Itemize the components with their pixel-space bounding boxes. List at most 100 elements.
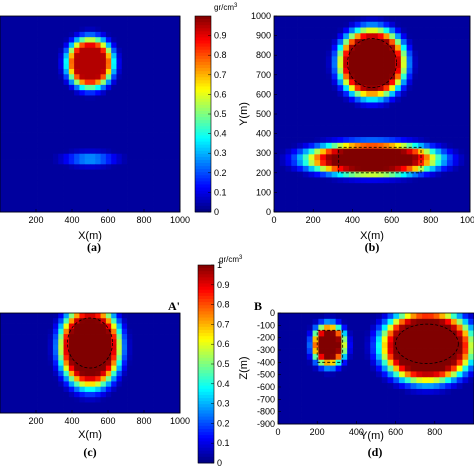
heatmap-cell bbox=[21, 407, 27, 414]
heatmap-cell bbox=[283, 330, 290, 337]
heatmap-cell bbox=[52, 132, 59, 139]
heatmap-cell bbox=[387, 400, 394, 407]
heatmap-cell bbox=[42, 370, 49, 377]
heatmap-cell bbox=[318, 348, 325, 355]
heatmap-cell bbox=[302, 62, 309, 69]
y-tick-label: 900 bbox=[256, 31, 271, 41]
heatmap-cell bbox=[399, 336, 406, 343]
heatmap-cell bbox=[318, 371, 325, 378]
heatmap-cell bbox=[174, 169, 181, 176]
heatmap-cell bbox=[58, 339, 64, 345]
heatmap-cell bbox=[0, 74, 6, 80]
heatmap-cell bbox=[289, 318, 296, 326]
heatmap-cell bbox=[142, 180, 149, 186]
heatmap-cell bbox=[137, 100, 144, 107]
heatmap-cell bbox=[412, 148, 419, 155]
heatmap-cell bbox=[169, 360, 176, 367]
heatmap-cell bbox=[169, 386, 176, 393]
heatmap-cell bbox=[10, 201, 17, 208]
heatmap-cell bbox=[31, 16, 38, 22]
heatmap-cell bbox=[164, 334, 170, 340]
heatmap-cell bbox=[354, 21, 361, 28]
heatmap-cell bbox=[423, 56, 431, 63]
heatmap-cell bbox=[105, 116, 112, 123]
heatmap-cell bbox=[68, 313, 75, 319]
heatmap-cell bbox=[274, 90, 281, 98]
heatmap-cell bbox=[0, 53, 6, 59]
heatmap-cell bbox=[26, 74, 33, 80]
heatmap-cell bbox=[137, 127, 144, 133]
heatmap-cell bbox=[100, 344, 107, 351]
heatmap-cell bbox=[31, 355, 38, 361]
plot-frame-d bbox=[277, 312, 474, 425]
heatmap-cell bbox=[0, 328, 6, 335]
heatmap-cell bbox=[164, 95, 170, 102]
heatmap-cell bbox=[100, 47, 107, 54]
heatmap-cell bbox=[31, 31, 38, 38]
heatmap-cell bbox=[111, 148, 117, 155]
heatmap-cell bbox=[383, 114, 390, 121]
heatmap-cell bbox=[285, 73, 292, 80]
colorbar-segment bbox=[195, 196, 211, 201]
heatmap-cell bbox=[429, 108, 436, 115]
heatmap-cell bbox=[111, 402, 117, 409]
heatmap-cell bbox=[121, 381, 128, 388]
heatmap-cell bbox=[164, 323, 170, 330]
heatmap-cell bbox=[347, 313, 354, 320]
heatmap-cell bbox=[435, 33, 442, 40]
heatmap-cell bbox=[423, 79, 431, 86]
heatmap-cell bbox=[452, 171, 459, 178]
heatmap-cell bbox=[153, 196, 160, 202]
heatmap-cell bbox=[127, 174, 133, 181]
heatmap-cell bbox=[422, 418, 429, 425]
heatmap-cell bbox=[464, 33, 471, 40]
colorbar-segment bbox=[198, 265, 214, 269]
heatmap-cell bbox=[174, 26, 181, 33]
heatmap-cell bbox=[127, 323, 133, 330]
heatmap-cell bbox=[0, 365, 6, 372]
heatmap-cell bbox=[441, 200, 448, 207]
heatmap-cell bbox=[164, 79, 170, 86]
heatmap-cell bbox=[0, 206, 6, 213]
heatmap-cell bbox=[429, 21, 436, 28]
heatmap-cell bbox=[42, 318, 49, 324]
heatmap-cell bbox=[58, 201, 64, 208]
heatmap-cell bbox=[116, 174, 123, 181]
heatmap-cell bbox=[121, 318, 128, 324]
heatmap-cell bbox=[337, 50, 344, 57]
heatmap-cell bbox=[52, 185, 59, 192]
heatmap-cell bbox=[68, 58, 75, 65]
heatmap-cell bbox=[395, 50, 402, 57]
colorbar-segment bbox=[195, 86, 211, 90]
heatmap-cell bbox=[446, 50, 454, 57]
heatmap-cell bbox=[376, 342, 383, 349]
heatmap-cell bbox=[137, 349, 144, 356]
heatmap-cell bbox=[21, 148, 27, 155]
heatmap-cell bbox=[74, 21, 80, 27]
heatmap-cell bbox=[389, 206, 396, 213]
heatmap-cell bbox=[352, 400, 360, 407]
heatmap-cell bbox=[132, 53, 139, 59]
heatmap-cell bbox=[429, 119, 436, 126]
heatmap-cell bbox=[90, 21, 96, 27]
heatmap-cell bbox=[381, 313, 388, 320]
heatmap-cell bbox=[377, 96, 384, 103]
heatmap-cell bbox=[142, 402, 149, 409]
heatmap-cell bbox=[132, 196, 139, 202]
heatmap-cell bbox=[278, 406, 285, 413]
heatmap-cell bbox=[95, 58, 101, 65]
heatmap-cell bbox=[74, 391, 80, 398]
heatmap-cell bbox=[325, 194, 333, 201]
heatmap-cell bbox=[295, 330, 302, 337]
heatmap-cell bbox=[21, 159, 27, 165]
heatmap-cell bbox=[441, 21, 448, 28]
heatmap-cell bbox=[121, 402, 128, 409]
colorbar-segment bbox=[198, 367, 214, 371]
heatmap-cell bbox=[58, 196, 64, 202]
heatmap-cell bbox=[111, 79, 117, 86]
heatmap-cell bbox=[116, 407, 123, 414]
heatmap-cell bbox=[79, 185, 86, 192]
heatmap-cell bbox=[324, 359, 331, 366]
heatmap-cell bbox=[306, 348, 313, 355]
heatmap-cell bbox=[21, 174, 27, 181]
